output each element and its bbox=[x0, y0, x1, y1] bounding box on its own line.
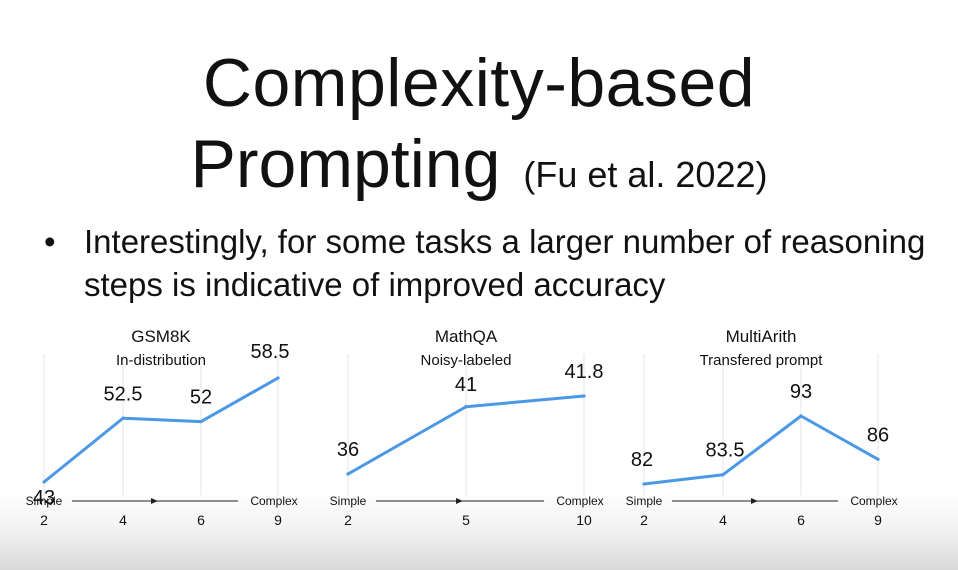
series-line-segment bbox=[642, 473, 725, 486]
arrow-icon bbox=[151, 498, 158, 504]
series-line-segment bbox=[799, 414, 880, 461]
x-tick-label: 6 bbox=[197, 512, 205, 528]
data-label: 52 bbox=[190, 387, 212, 409]
chart-mathqa: MathQA Noisy-labeled 36 41 41.8 Simple Complex… bbox=[326, 320, 606, 535]
data-point bbox=[199, 420, 203, 424]
axis-right-label: Complex bbox=[250, 494, 297, 508]
series-line-segment bbox=[721, 414, 803, 477]
data-label: 82 bbox=[631, 449, 653, 471]
data-point bbox=[799, 414, 803, 418]
chart-subtitle: In-distribution bbox=[116, 352, 206, 369]
data-point bbox=[464, 405, 468, 409]
x-tick-label: 2 bbox=[344, 512, 352, 528]
chart-subtitle: Transfered prompt bbox=[700, 352, 824, 369]
slide-title: Complexity-based bbox=[202, 45, 756, 121]
chart-subtitle: Noisy-labeled bbox=[421, 352, 512, 369]
series-line-segment bbox=[42, 416, 125, 484]
x-tick-label: 4 bbox=[119, 512, 127, 528]
series-line-segment bbox=[464, 394, 586, 409]
axis-left-label: Simple bbox=[330, 494, 367, 508]
x-tick-label: 5 bbox=[462, 512, 470, 528]
chart-svg: MultiArith Transfered prompt 82 83.5 93 86 Sim… bbox=[626, 327, 898, 528]
data-point bbox=[721, 473, 725, 477]
data-point bbox=[876, 457, 880, 461]
x-tick-label: 2 bbox=[40, 512, 48, 528]
data-label: 41 bbox=[455, 374, 477, 396]
data-label: 83.5 bbox=[706, 440, 745, 462]
data-point bbox=[582, 394, 586, 398]
chart-title: MultiArith bbox=[726, 327, 797, 346]
data-label: 93 bbox=[790, 381, 812, 403]
chart-svg: MathQA Noisy-labeled 36 41 41.8 Simple Complex… bbox=[330, 327, 604, 528]
bullet-icon: • bbox=[44, 223, 56, 260]
series-line-segment bbox=[199, 376, 280, 424]
chart-title: MathQA bbox=[435, 327, 498, 346]
data-label: 43 bbox=[33, 487, 55, 509]
axis-right-label: Complex bbox=[850, 494, 897, 508]
x-tick-label: 9 bbox=[874, 512, 882, 528]
chart-title: GSM8K bbox=[131, 327, 191, 346]
bullet-text: Interestingly, for some tasks a larger n… bbox=[84, 223, 926, 303]
axis-right-label: Complex bbox=[556, 494, 603, 508]
data-point bbox=[121, 416, 125, 420]
x-tick-label: 4 bbox=[719, 512, 727, 528]
chart-gsm8k: GSM8K In-distribution 43 52.5 52 58.5 Simple Co… bbox=[22, 320, 312, 535]
data-label: 58.5 bbox=[251, 341, 290, 363]
slide-title-prompting: Prompting bbox=[190, 126, 501, 202]
data-label: 52.5 bbox=[104, 383, 143, 405]
axis-left-label: Simple bbox=[26, 494, 63, 508]
x-tick-label: 2 bbox=[640, 512, 648, 528]
citation: (Fu et al. 2022) bbox=[523, 154, 768, 195]
axis-left-label: Simple bbox=[626, 494, 663, 508]
data-label: 41.8 bbox=[565, 361, 604, 383]
chart-svg: GSM8K In-distribution 43 52.5 52 58.5 Simple Co… bbox=[26, 327, 298, 528]
data-point bbox=[346, 472, 350, 476]
x-tick-label: 10 bbox=[576, 512, 592, 528]
data-label: 36 bbox=[337, 439, 359, 461]
slide-title-line2: Prompting (Fu et al. 2022) bbox=[0, 124, 958, 215]
data-point bbox=[276, 376, 280, 380]
chart-multiarith: MultiArith Transfered prompt 82 83.5 93 86 Sim… bbox=[622, 320, 912, 535]
x-tick-label: 9 bbox=[274, 512, 282, 528]
x-tick-label: 6 bbox=[797, 512, 805, 528]
series-line-segment bbox=[121, 416, 203, 424]
arrow-icon bbox=[751, 498, 758, 504]
data-label: 86 bbox=[867, 424, 889, 446]
data-point bbox=[42, 480, 46, 484]
data-point bbox=[642, 482, 646, 486]
arrow-icon bbox=[456, 498, 463, 504]
series-line-segment bbox=[346, 405, 468, 476]
